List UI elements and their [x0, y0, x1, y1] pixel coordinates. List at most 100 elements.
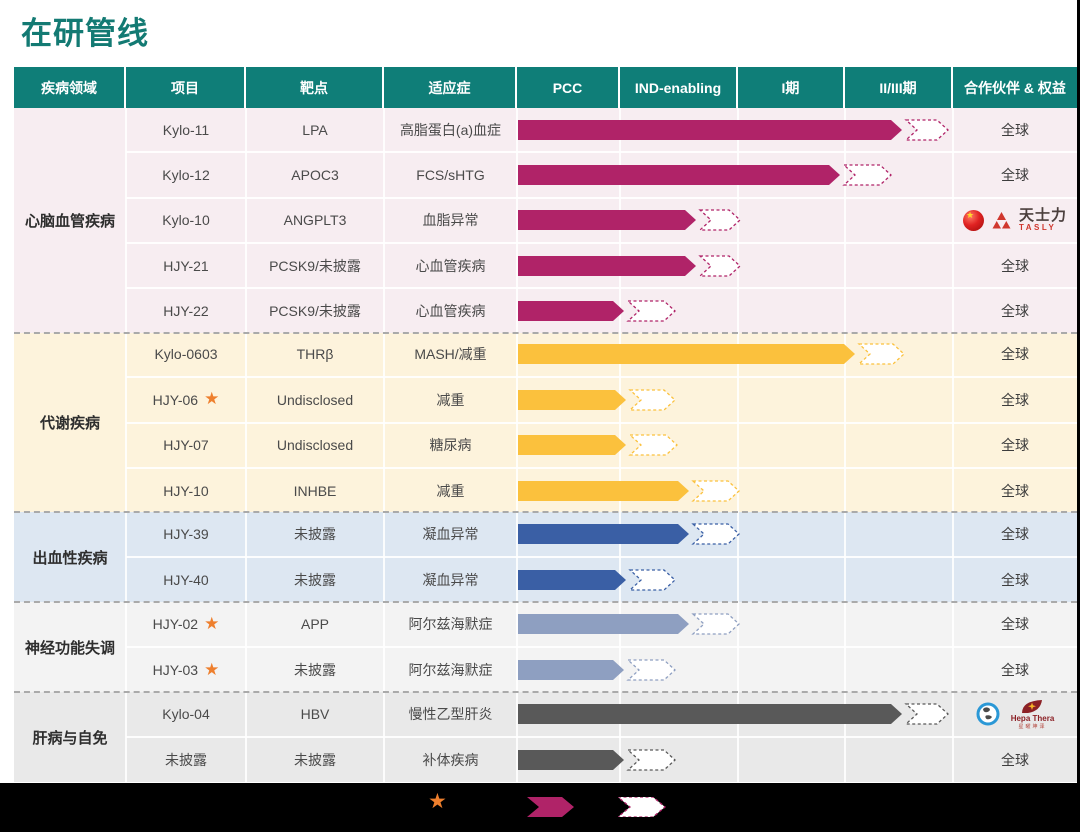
tasly-wordmark: 天士力 TASLY [1019, 208, 1067, 232]
project-name: HJY-03 [152, 662, 199, 679]
indication-cell: FCS/sHTG [416, 166, 485, 183]
project-cell: HJY-03 ★ [126, 648, 246, 692]
planned-dashed-arrow [626, 300, 676, 322]
stage-progress-cell [517, 378, 953, 421]
progress-bar [518, 749, 676, 771]
partner-cell: 全球 [1001, 616, 1029, 633]
disease-group-0: 心脑血管疾病 Kylo-11 LPA 高脂蛋白(a)血症 全球 Kylo-12 APOC3 F… [14, 108, 1077, 333]
group-separator-2 [14, 601, 1077, 604]
column-header-1: 项目 [126, 67, 246, 108]
column-header-5: IND-enabling [620, 67, 738, 108]
legend-milestone-star-icon: ★ [428, 790, 447, 813]
project-cell: Kylo-11 [126, 108, 246, 151]
pipeline-row: HJY-40 未披露 凝血异常 全球 [126, 558, 1077, 602]
planned-dashed-arrow [691, 523, 740, 546]
column-header-4: PCC [517, 67, 620, 108]
column-separator-3 [516, 108, 518, 782]
stage-progress-cell [517, 692, 953, 736]
planned-dashed-arrow [691, 613, 740, 635]
indication-cell: 高脂蛋白(a)血症 [399, 121, 502, 138]
hepathera-name-cn: 星曜坤泽 [1018, 723, 1047, 730]
target-cell: PCSK9/未披露 [269, 257, 361, 274]
legend-solid-arrow-icon [527, 797, 574, 817]
partner-cell: 全球 [1001, 482, 1029, 499]
pipeline-row: Kylo-11 LPA 高脂蛋白(a)血症 全球 [126, 108, 1077, 154]
partner-cell: 全球 [1001, 662, 1029, 679]
partner-cell: 全球 [1001, 166, 1029, 183]
solid-progress-arrow [518, 570, 626, 591]
stage-progress-cell [517, 424, 953, 467]
target-cell: APOC3 [291, 166, 339, 183]
progress-bar [518, 119, 949, 141]
progress-bar [518, 613, 740, 635]
partner-cell: Hepa Thera 星曜坤泽 [953, 692, 1077, 736]
group-separator-3 [14, 691, 1077, 694]
progress-bar [518, 164, 892, 186]
indication-cell: 凝血异常 [422, 526, 479, 543]
pipeline-row: HJY-06 ★ Undisclosed 减重 全球 [126, 378, 1077, 424]
column-header-0: 疾病领域 [14, 67, 126, 108]
solid-progress-arrow [518, 300, 624, 321]
stage-progress-cell [517, 289, 953, 332]
column-separator-6 [844, 108, 846, 782]
solid-progress-arrow [518, 704, 902, 725]
project-cell: HJY-06 ★ [126, 378, 246, 421]
globe-icon [976, 702, 1000, 726]
progress-bar [518, 343, 905, 366]
planned-dashed-arrow [698, 209, 741, 231]
project-name: HJY-02 [152, 616, 199, 633]
group-rows: Kylo-0603 THRβ MASH/减重 全球 HJY-06 ★ Undisclosed… [126, 333, 1077, 513]
partner-cell: 全球 [1001, 257, 1029, 274]
target-cell: APP [300, 616, 329, 633]
pipeline-row: HJY-39 未披露 凝血异常 全球 [126, 512, 1077, 559]
planned-dashed-arrow [626, 659, 676, 681]
partner-cell: 全球 [1001, 572, 1029, 589]
stage-progress-cell [517, 602, 953, 646]
group-rows: Kylo-11 LPA 高脂蛋白(a)血症 全球 Kylo-12 APOC3 FCS/sHT… [126, 108, 1077, 333]
milestone-star-icon: ★ [204, 613, 220, 633]
partner-cell: 全球 [1001, 437, 1029, 454]
column-header-7: II/III期 [845, 67, 953, 108]
pipeline-row: HJY-07 Undisclosed 糖尿病 全球 [126, 424, 1077, 469]
planned-dashed-arrow [628, 434, 678, 456]
target-cell: THRβ [296, 346, 334, 363]
group-separator-1 [14, 511, 1077, 514]
project-name: Kylo-10 [162, 212, 210, 229]
progress-bar [518, 434, 678, 456]
page-title: 在研管线 [21, 16, 149, 51]
progress-bar [518, 523, 740, 546]
column-header-8: 合作伙伴 & 权益 [953, 67, 1077, 108]
disease-area-label: 心脑血管疾病 [24, 212, 115, 230]
column-separator-0 [125, 108, 127, 782]
planned-dashed-arrow [842, 164, 892, 186]
disease-area-label: 出血性疾病 [32, 549, 108, 567]
project-name: HJY-07 [163, 437, 209, 454]
pipeline-row: HJY-22 PCSK9/未披露 心血管疾病 全球 [126, 289, 1077, 332]
stage-progress-cell [517, 558, 953, 602]
hepathera-name-en: Hepa Thera [1010, 713, 1055, 723]
column-header-3: 适应症 [384, 67, 517, 108]
project-cell: Kylo-0603 [126, 333, 246, 376]
target-cell: 未披露 [294, 662, 336, 679]
progress-bar [518, 389, 676, 411]
solid-progress-arrow [518, 255, 696, 276]
partner-cell: 全球 [1001, 121, 1029, 138]
table-header-row: 疾病领域 项目 靶点 适应症 PCC IND-enabling I期 II/III期 合作伙伴 … [14, 67, 1077, 108]
project-name: HJY-10 [163, 482, 209, 499]
pipeline-row: 未披露 未披露 补体疾病 全球 [126, 738, 1077, 782]
target-cell: 未披露 [294, 526, 336, 543]
progress-bar [518, 703, 949, 725]
target-cell: Undisclosed [276, 437, 354, 454]
stage-progress-cell [517, 153, 953, 196]
project-cell: Kylo-12 [126, 153, 246, 196]
indication-cell: 减重 [436, 391, 465, 408]
hepathera-wordmark: Hepa Thera 星曜坤泽 [1010, 699, 1055, 730]
column-separator-1 [245, 108, 247, 782]
indication-cell: 心血管疾病 [415, 257, 486, 274]
target-cell: PCSK9/未披露 [269, 302, 361, 319]
pipeline-row: HJY-02 ★ APP 阿尔兹海默症 全球 [126, 602, 1077, 649]
project-cell: Kylo-10 [126, 199, 246, 242]
partner-cell: 全球 [1001, 526, 1029, 543]
target-cell: Undisclosed [276, 391, 354, 408]
solid-progress-arrow [518, 614, 689, 635]
